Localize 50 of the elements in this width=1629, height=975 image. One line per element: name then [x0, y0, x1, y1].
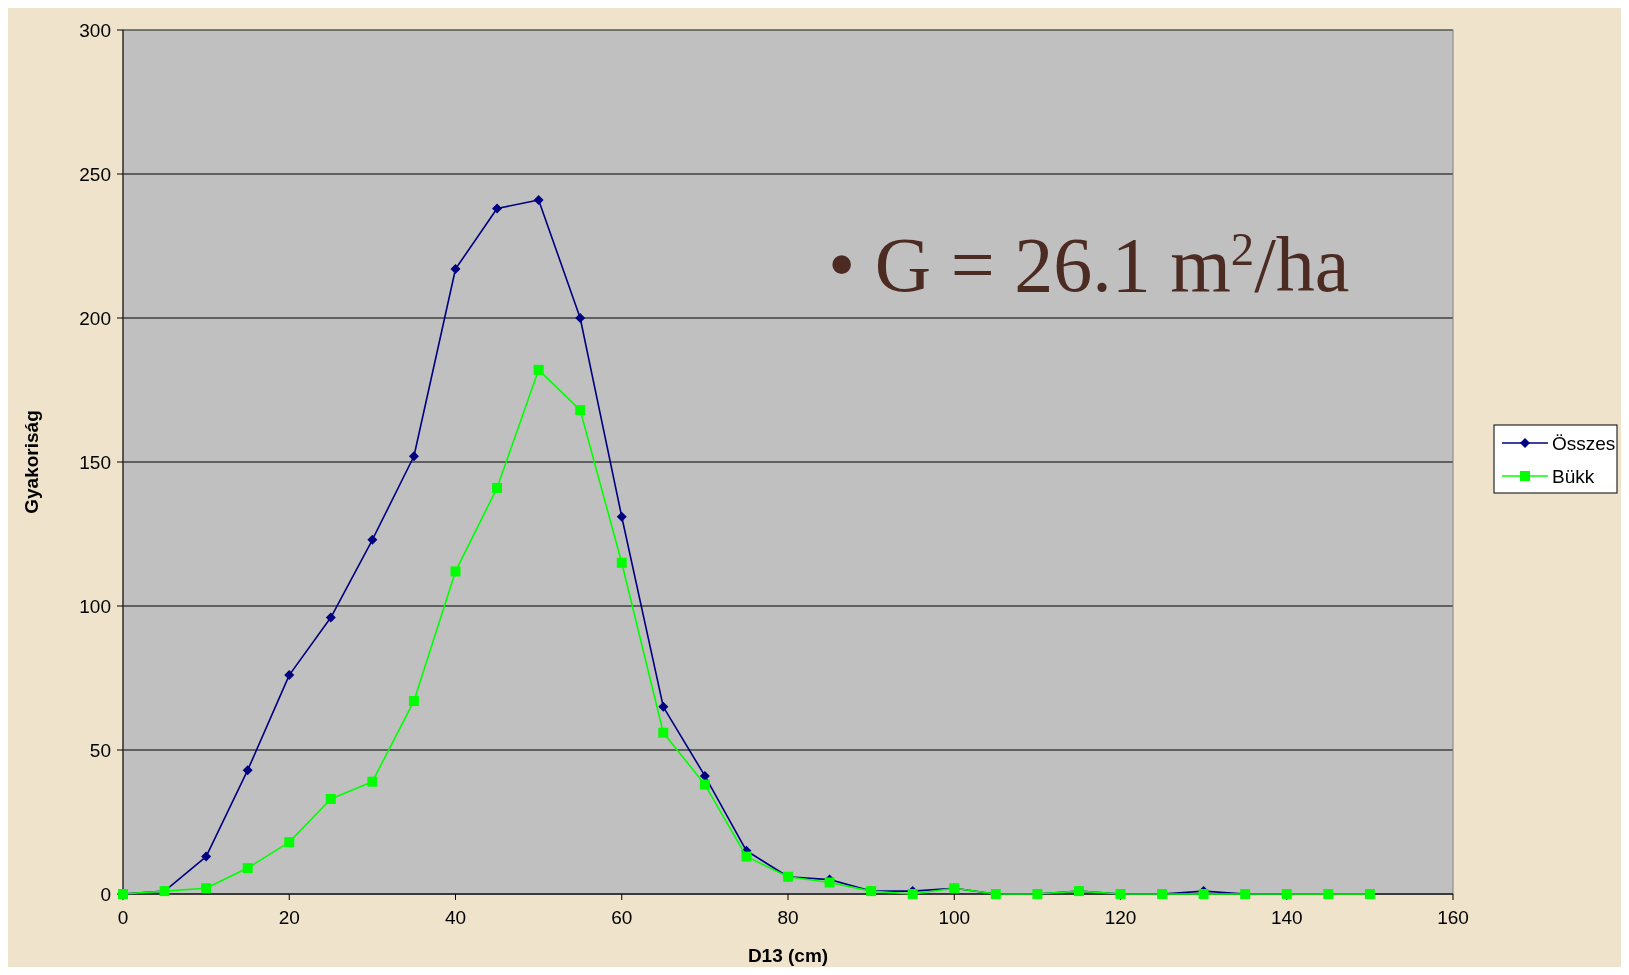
- y-tick-label: 200: [79, 307, 111, 329]
- point: [284, 670, 295, 681]
- x-axis-title: D13 (cm): [747, 945, 829, 966]
- point: [284, 837, 295, 848]
- y-tick-label: 150: [79, 451, 111, 473]
- legend-label: Bükk: [1552, 465, 1595, 487]
- point: [242, 863, 253, 874]
- y-tick-label: 300: [79, 19, 111, 41]
- x-tick-label: 160: [1437, 907, 1469, 928]
- x-tick-label: 100: [938, 907, 971, 928]
- point: [242, 765, 253, 776]
- x-tick-label: 20: [278, 907, 300, 928]
- x-tick-label: 140: [1270, 907, 1303, 928]
- y-tick-label: 0: [100, 883, 111, 905]
- point: [658, 727, 669, 738]
- x-tick-label: 40: [444, 907, 467, 928]
- point: [201, 883, 212, 894]
- legend-label: Összes: [1552, 432, 1616, 454]
- point: [616, 511, 627, 522]
- x-tick-label: 0: [117, 907, 129, 928]
- point: [616, 557, 627, 568]
- point: [325, 612, 336, 623]
- point: [575, 313, 586, 323]
- point: [699, 779, 710, 790]
- point: [492, 203, 503, 214]
- y-tick-label: 250: [79, 163, 111, 185]
- point: [408, 696, 419, 707]
- x-tick-label: 80: [777, 907, 799, 928]
- point: [325, 793, 336, 804]
- point: [492, 482, 503, 493]
- point: [1323, 889, 1334, 899]
- point: [658, 701, 669, 712]
- point: [741, 851, 752, 862]
- point: [533, 194, 544, 205]
- point: [1364, 889, 1375, 899]
- point: [408, 451, 419, 462]
- point: [450, 264, 461, 275]
- y-tick-label: 50: [89, 739, 111, 761]
- point: [367, 776, 378, 787]
- point: [201, 851, 212, 862]
- y-tick-label: 100: [79, 595, 111, 617]
- point: [575, 405, 586, 416]
- point: [533, 364, 544, 375]
- point: [699, 770, 710, 781]
- y-axis-title: Gyakoriság: [21, 410, 42, 514]
- x-tick-label: 60: [611, 907, 633, 928]
- x-tick-label: 120: [1104, 907, 1137, 928]
- point: [367, 534, 378, 545]
- point: [450, 566, 461, 577]
- annotation: • G = 26.1 m$^{2}$/ha: [828, 221, 1350, 308]
